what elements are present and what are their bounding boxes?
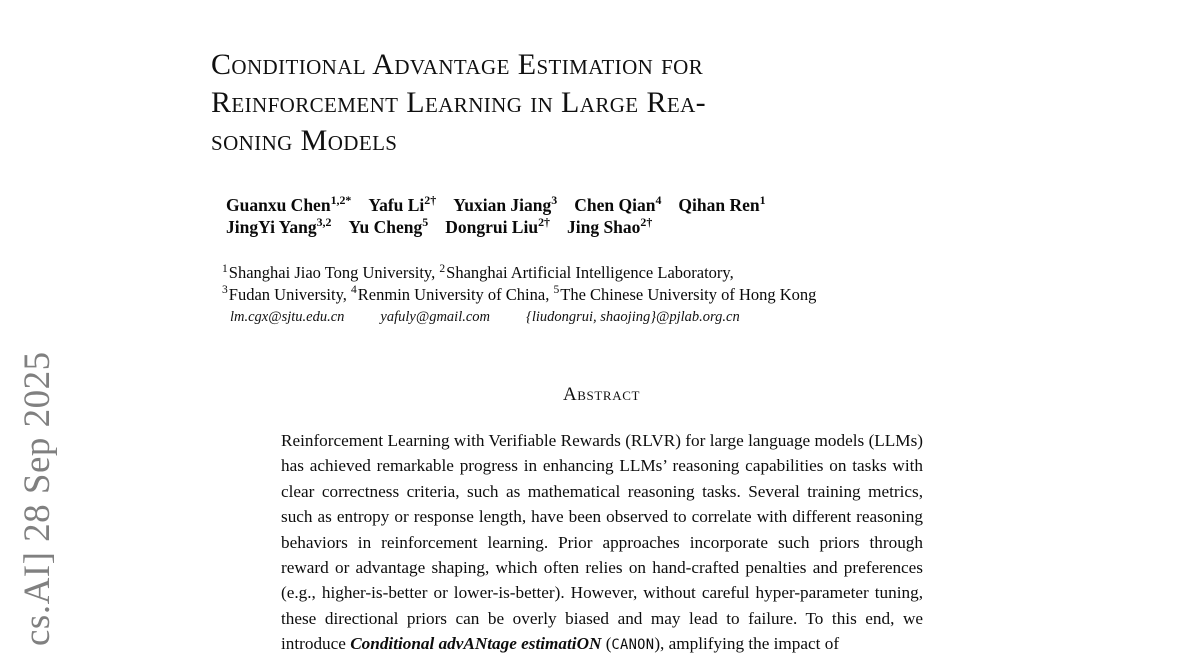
author-entry: Yu Cheng5 [348, 216, 428, 238]
author-entry: Yuxian Jiang3 [453, 194, 557, 216]
author-affiliation-marker: 2† [538, 215, 550, 230]
canon-part: tage estimati [487, 634, 577, 654]
author-affiliation-marker: 4 [655, 193, 662, 208]
author-affiliation-marker: 3,2 [316, 215, 332, 230]
author-name: Jing Shao [566, 217, 641, 237]
acronym-open-paren: ( [601, 634, 612, 654]
arxiv-stamp-text: cs.AI] 28 Sep 2025 [16, 351, 58, 646]
email-address[interactable]: yafuly@gmail.com [380, 309, 491, 325]
author-name: Chen Qian [574, 195, 656, 215]
contact-email-row: lm.cgx@sjtu.edu.cn yafuly@gmail.com {liudo… [222, 309, 982, 326]
email-address[interactable]: lm.cgx@sjtu.edu.cn [230, 309, 345, 325]
author-name: Yafu Li [368, 195, 425, 215]
title-line-2: Reinforcement Learning in Large Rea- [211, 86, 707, 119]
canon-expansion: Conditional advANtage estimatiON [350, 634, 601, 653]
author-entry: Jing Shao2† [567, 216, 652, 238]
author-name: JingYi Yang [226, 217, 317, 237]
affiliation-name: Shanghai Artificial Intelligence Laborat… [446, 263, 734, 282]
author-affiliation-marker: 3 [551, 193, 558, 208]
author-entry: Dongrui Liu2† [445, 216, 550, 238]
affiliation-marker: 2 [439, 262, 446, 275]
author-entry: Chen Qian4 [574, 194, 661, 216]
author-affiliation-marker: 5 [422, 215, 429, 230]
affiliation-row: 3Fudan University, 4Renmin University of… [222, 284, 982, 306]
canon-acronym: CANON [611, 637, 655, 654]
affiliation-list: 1Shanghai Jiao Tong University, 2Shangha… [222, 262, 982, 326]
abstract-text-lead: Reinforcement Learning with Verifiable R… [281, 431, 923, 654]
email-address[interactable]: {liudongrui, shaojing}@pjlab.org.cn [526, 309, 740, 325]
affiliation-marker: 4 [351, 284, 357, 296]
author-name: Dongrui Liu [445, 217, 539, 237]
author-entry: Yafu Li2† [368, 194, 436, 216]
abstract-paragraph: Reinforcement Learning with Verifiable R… [281, 428, 923, 659]
canon-part-an: AN [463, 634, 488, 654]
author-name: Yu Cheng [348, 217, 423, 237]
affiliation-marker: 3 [222, 284, 228, 296]
abstract-text-tail: ), amplifying the impact of [654, 634, 840, 654]
affiliation-marker: 1 [222, 262, 228, 275]
affiliation-name: The Chinese University of Hong Kong [560, 284, 817, 304]
author-name: Guanxu Chen [226, 195, 331, 215]
author-row: Guanxu Chen1,2* Yafu Li2† Yuxian Jiang3 Che… [226, 194, 966, 216]
author-list: Guanxu Chen1,2* Yafu Li2† Yuxian Jiang3 Che… [226, 194, 966, 238]
author-affiliation-marker: 2† [424, 193, 437, 208]
abstract-body: Reinforcement Learning with Verifiable R… [281, 428, 923, 659]
author-affiliation-marker: 2† [640, 215, 653, 230]
author-entry: Guanxu Chen1,2* [226, 194, 351, 216]
author-row: JingYi Yang3,2 Yu Cheng5 Dongrui Liu2† Jing… [226, 216, 966, 238]
affiliation-name: Shanghai Jiao Tong University, [228, 263, 436, 282]
title-line-3: soning Models [211, 124, 398, 157]
affiliation-name: Fudan University, [228, 284, 347, 304]
canon-part-on: ON [576, 634, 602, 654]
author-entry: JingYi Yang3,2 [226, 216, 331, 238]
author-name: Yuxian Jiang [453, 195, 552, 215]
canon-part: Conditional adv [350, 634, 464, 654]
arxiv-side-stamp: cs.AI] 28 Sep 2025 [0, 0, 74, 648]
author-name: Qihan Ren [678, 195, 760, 215]
author-entry: Qihan Ren1 [678, 194, 765, 216]
author-affiliation-marker: 1 [759, 193, 766, 208]
page-title: Conditional Advantage Estimation for Rei… [211, 46, 911, 160]
affiliation-marker: 5 [553, 284, 560, 296]
affiliation-name: Renmin University of China, [357, 284, 550, 304]
author-affiliation-marker: 1,2* [330, 193, 352, 208]
affiliation-row: 1Shanghai Jiao Tong University, 2Shangha… [222, 262, 982, 284]
title-line-1: Conditional Advantage Estimation for [211, 48, 704, 81]
abstract-heading: Abstract [562, 384, 641, 405]
